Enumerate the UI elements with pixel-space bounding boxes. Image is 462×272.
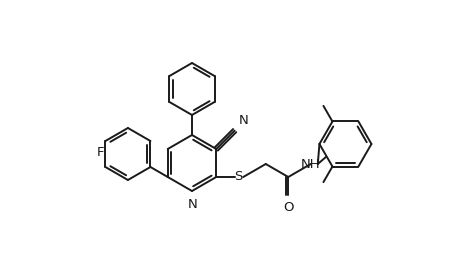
Text: O: O xyxy=(283,201,293,214)
Text: S: S xyxy=(234,171,243,184)
Text: NH: NH xyxy=(301,157,321,171)
Text: F: F xyxy=(97,146,104,159)
Text: N: N xyxy=(239,114,249,126)
Text: N: N xyxy=(188,198,198,211)
